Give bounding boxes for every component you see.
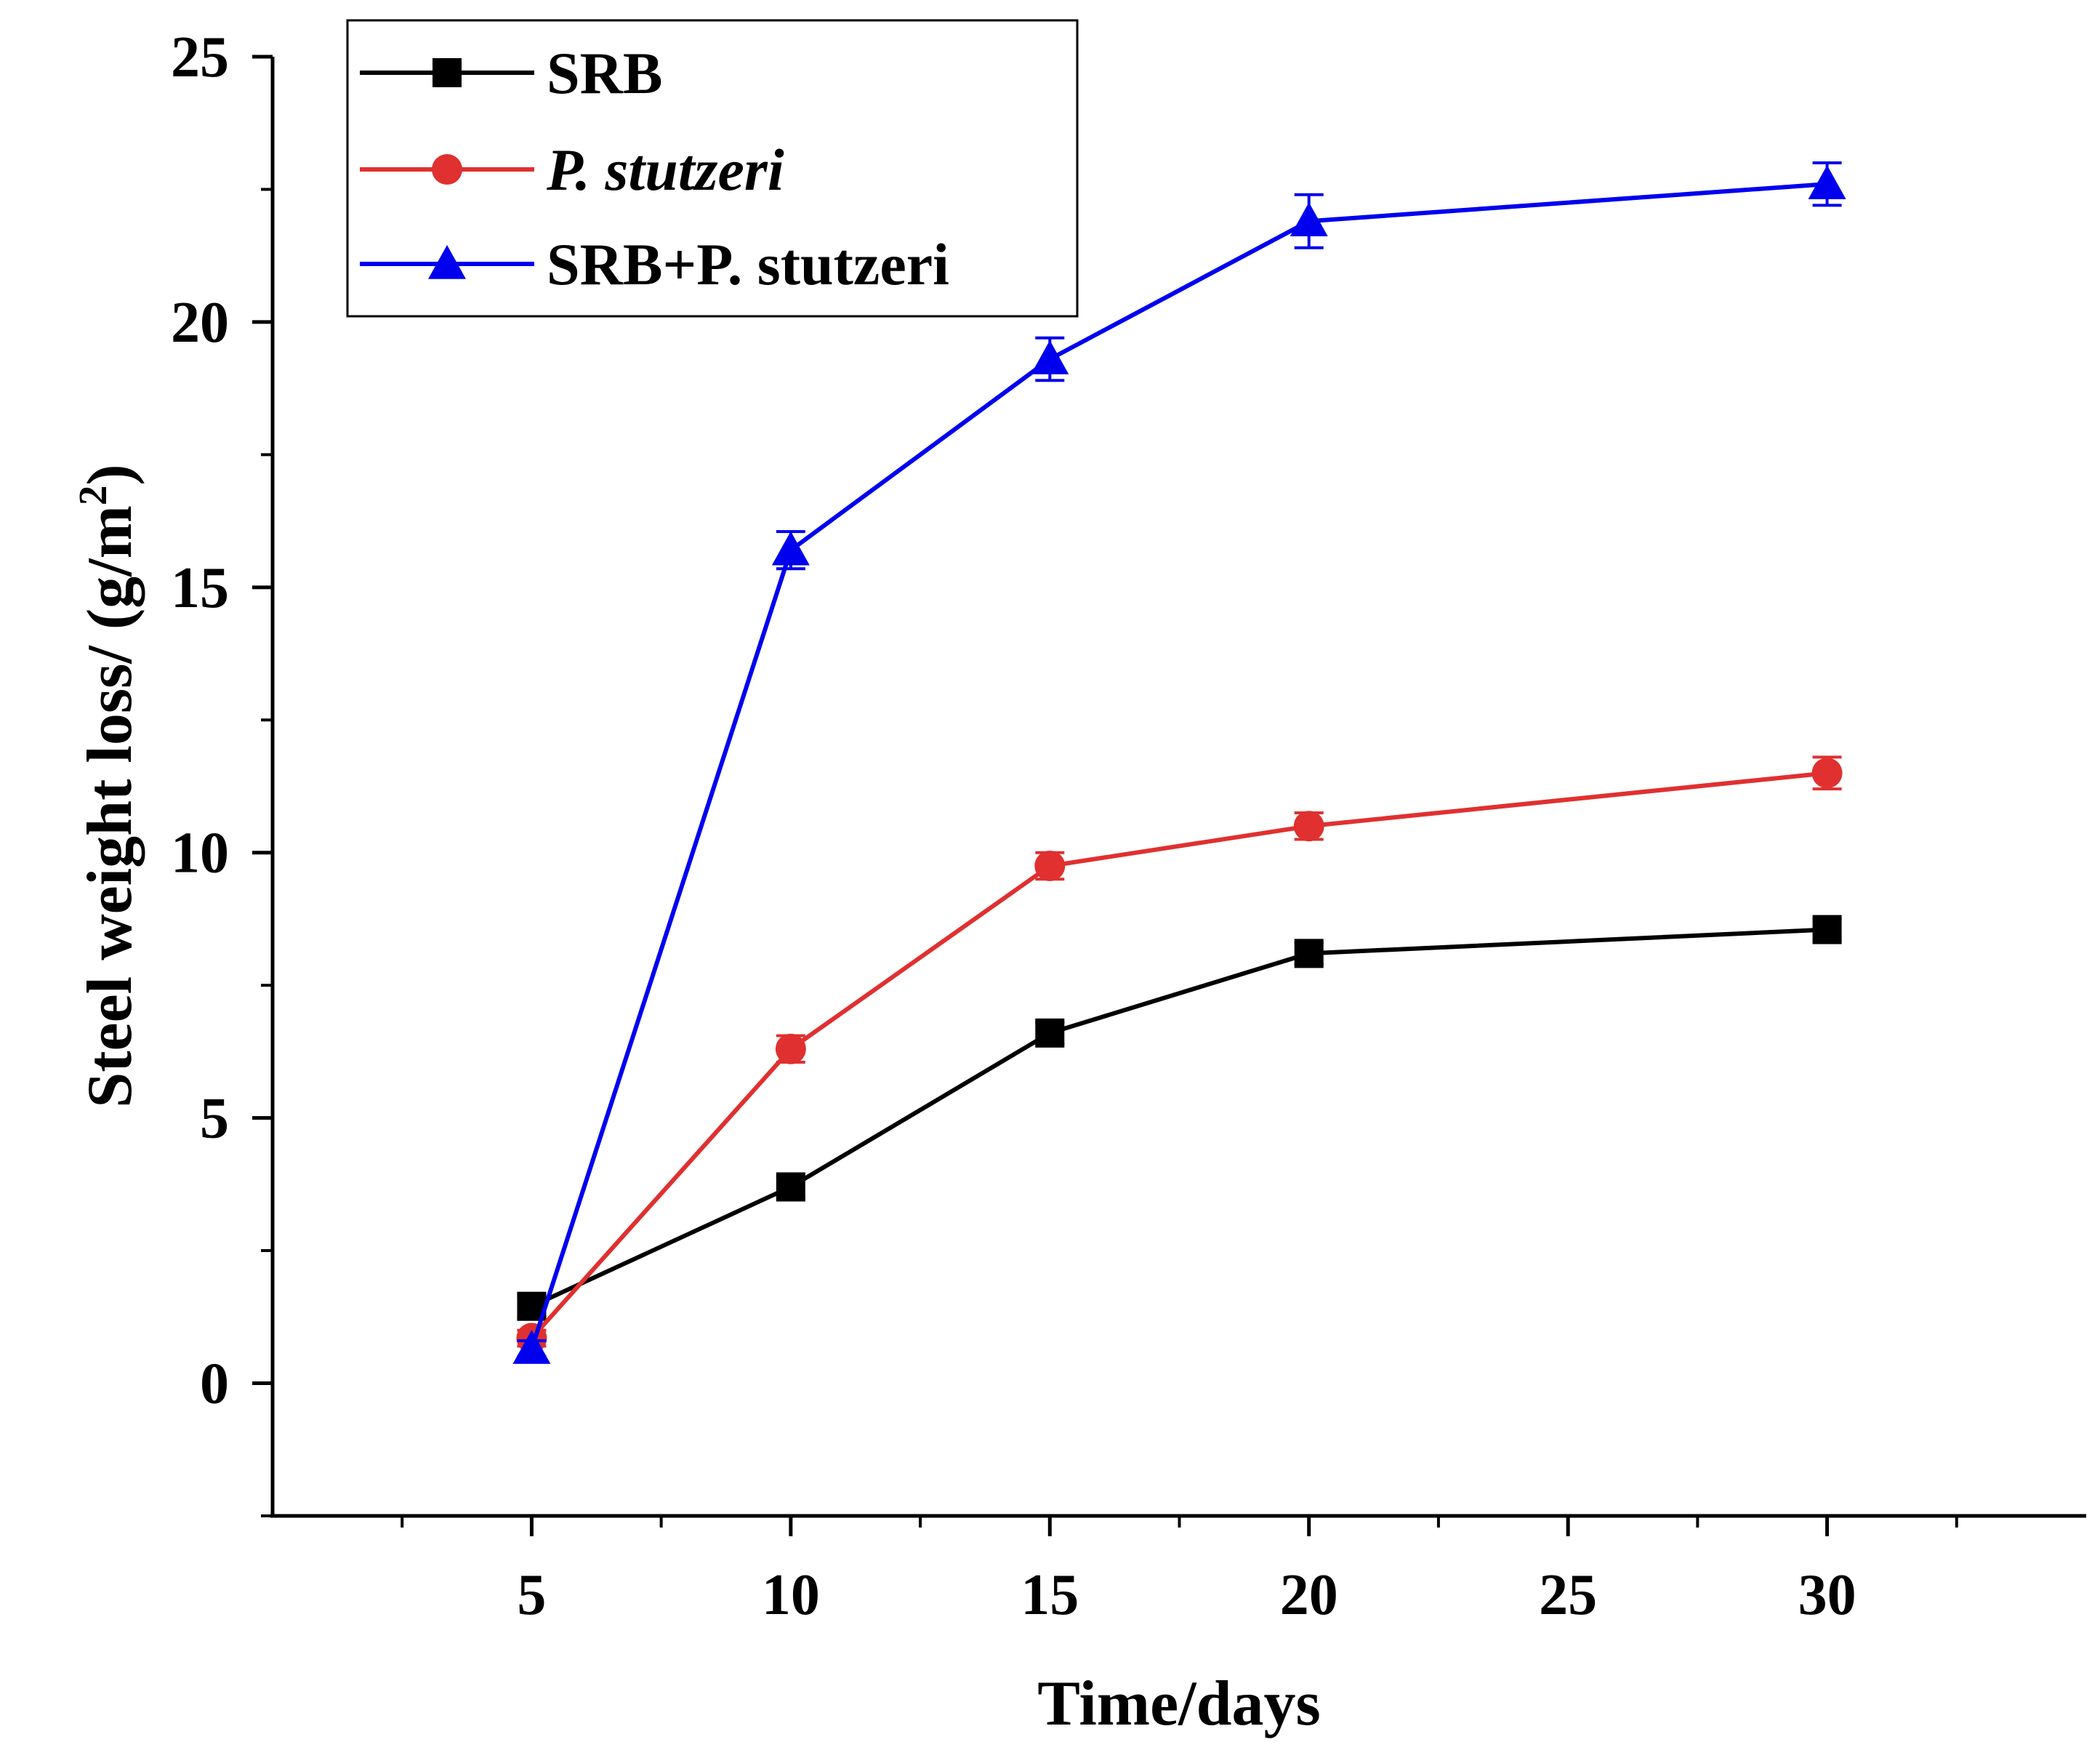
x-tick-label: 25 xyxy=(1539,1563,1597,1627)
x-axis-title: Time/days xyxy=(1037,1669,1321,1739)
triangle-marker xyxy=(1808,165,1846,199)
circle-marker xyxy=(432,154,462,185)
circle-marker xyxy=(1293,811,1324,842)
series-square xyxy=(517,915,1842,1321)
square-marker xyxy=(1812,915,1842,944)
square-marker xyxy=(1035,1018,1065,1048)
square-marker xyxy=(776,1172,805,1202)
triangle-marker xyxy=(1031,340,1069,374)
legend-label: P. stutzeri xyxy=(546,137,784,203)
y-tick-label: 20 xyxy=(171,291,229,355)
y-axis-title-superscript: 2 xyxy=(71,486,115,506)
x-tick-label: 20 xyxy=(1280,1563,1338,1627)
legend: SRB P. stutzeri SRB+P. stutzeri xyxy=(346,19,1079,318)
x-tick-label: 10 xyxy=(762,1563,820,1627)
y-tick-label: 25 xyxy=(171,25,229,89)
series-layer xyxy=(512,161,1846,1364)
series-circle xyxy=(516,755,1843,1354)
circle-marker xyxy=(1034,850,1066,881)
triangle-marker xyxy=(428,245,466,279)
y-axis-title: Steel weight loss/ (g/m2) xyxy=(71,464,145,1107)
x-ticks: 5 10 15 20 25 30 xyxy=(401,1516,1958,1627)
square-marker xyxy=(433,58,462,87)
circle-marker xyxy=(775,1033,806,1064)
y-tick-label: 5 xyxy=(200,1087,229,1151)
triangle-marker xyxy=(1290,202,1328,237)
y-axis-title-main: Steel weight loss/ (g/m xyxy=(75,505,145,1108)
series-line xyxy=(530,771,1827,1340)
y-tick-label: 10 xyxy=(171,822,229,886)
legend-label: SRB+P. stutzeri xyxy=(547,231,949,297)
square-marker xyxy=(1294,939,1324,968)
y-ticks: 0 5 10 15 20 25 xyxy=(171,25,273,1517)
x-tick-label: 5 xyxy=(517,1563,546,1627)
circle-marker xyxy=(1811,758,1843,789)
x-tick-label: 15 xyxy=(1021,1563,1079,1627)
y-axis-title-close: ) xyxy=(75,464,145,485)
series-line xyxy=(531,927,1827,1309)
y-tick-label: 15 xyxy=(171,556,229,620)
x-tick-label: 30 xyxy=(1798,1563,1856,1627)
series-line xyxy=(529,182,1827,1350)
triangle-marker xyxy=(771,531,810,566)
legend-label: SRB xyxy=(547,40,663,106)
y-tick-label: 0 xyxy=(200,1352,229,1416)
triangle-marker xyxy=(512,1330,551,1364)
axes: 0 5 10 15 20 25 5 10 15 20 25 30 xyxy=(171,25,2086,1627)
series-triangle xyxy=(512,161,1846,1364)
